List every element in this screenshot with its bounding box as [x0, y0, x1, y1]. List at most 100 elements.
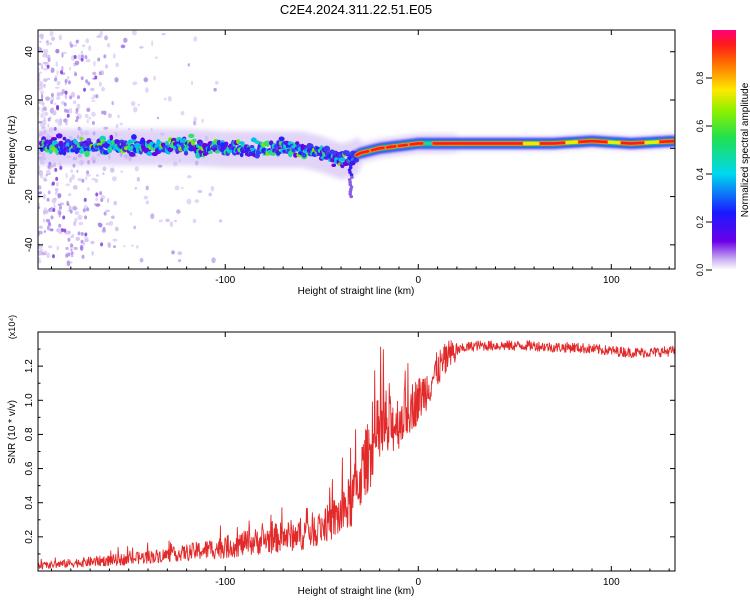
noise-speck: [100, 242, 104, 247]
noise-speck: [72, 205, 78, 211]
ridge-streak: [349, 194, 354, 199]
noise-speck: [69, 177, 72, 183]
noise-speck: [86, 174, 91, 177]
noise-speck: [57, 228, 62, 234]
spectrogram-xtick-label: 100: [603, 275, 620, 286]
noise-speck: [70, 261, 73, 264]
noise-speck: [84, 238, 89, 243]
noise-speck: [145, 87, 149, 93]
spectrogram-ridge: [38, 128, 675, 199]
noise-speck: [90, 240, 95, 245]
noise-speck: [113, 200, 117, 206]
noise-speck: [38, 250, 42, 256]
noise-speck: [100, 198, 104, 203]
noise-speck: [43, 67, 48, 71]
noise-speck: [51, 198, 57, 204]
noise-speck: [87, 187, 90, 191]
noise-speck: [82, 241, 86, 246]
noise-speck: [102, 226, 106, 231]
noise-speck: [38, 244, 42, 250]
noise-speck: [180, 111, 185, 116]
noise-speck: [132, 81, 138, 86]
noise-speck: [39, 191, 42, 195]
noise-speck: [186, 175, 192, 179]
ridge-streak: [348, 170, 352, 175]
ridge-streak: [348, 182, 353, 187]
noise-speck: [59, 165, 63, 170]
noise-speck: [56, 92, 61, 97]
noise-speck: [192, 218, 197, 224]
spectrogram-xlabel: Height of straight line (km): [298, 286, 415, 297]
snr-ytick-label: 0.2: [24, 529, 35, 543]
noise-speck: [123, 245, 126, 248]
noise-speck: [39, 40, 42, 43]
ridge-blob: [293, 152, 298, 158]
noise-speck: [65, 183, 71, 186]
noise-speck: [108, 221, 114, 226]
noise-speck: [151, 40, 154, 47]
noise-speck: [91, 177, 96, 181]
noise-speck: [164, 97, 167, 101]
ridge-blob: [345, 150, 350, 156]
noise-speck: [95, 94, 99, 99]
noise-speck: [101, 86, 106, 92]
noise-speck: [111, 176, 117, 182]
noise-speck: [43, 48, 49, 55]
snr-ytick-label: 0.8: [24, 427, 35, 441]
noise-speck: [91, 121, 95, 126]
ridge-hot-core: [571, 139, 609, 144]
noise-speck: [54, 102, 57, 106]
ridge-blob: [217, 140, 221, 145]
noise-speck: [85, 38, 90, 44]
noise-speck: [165, 218, 170, 223]
noise-speck: [174, 220, 178, 223]
noise-speck: [214, 80, 219, 85]
noise-speck: [79, 244, 84, 251]
noise-speck: [190, 80, 194, 86]
noise-speck: [45, 169, 51, 175]
noise-speck: [67, 75, 70, 80]
noise-speck: [115, 62, 119, 68]
ridge-blob: [164, 140, 169, 146]
noise-speck: [76, 169, 79, 173]
noise-speck: [56, 104, 60, 109]
noise-speck: [38, 169, 44, 176]
noise-speck: [54, 191, 59, 196]
ridge-blob: [79, 137, 84, 141]
noise-speck: [72, 44, 78, 47]
noise-speck: [193, 36, 198, 42]
noise-speck: [81, 254, 85, 259]
noise-speck: [115, 124, 119, 129]
noise-speck: [102, 172, 105, 176]
noise-speck: [84, 215, 88, 220]
spectrogram-ytick-label: 20: [24, 94, 35, 106]
spectrogram-frame: [37, 29, 676, 270]
noise-speck: [38, 230, 41, 237]
noise-speck: [42, 78, 48, 83]
noise-speck: [145, 200, 150, 205]
noise-speck: [70, 248, 73, 252]
noise-speck: [52, 208, 56, 213]
noise-speck: [134, 187, 138, 190]
noise-speck: [157, 116, 160, 120]
noise-speck: [106, 42, 111, 48]
noise-speck: [57, 121, 63, 127]
noise-speck: [42, 101, 45, 106]
noise-speck: [46, 77, 51, 80]
noise-speck: [38, 257, 41, 260]
ridge-blob: [50, 137, 58, 141]
noise-speck: [123, 37, 128, 43]
spectrogram-xtick-label: 0: [415, 275, 421, 286]
ridge-blob: [323, 145, 331, 152]
ridge-blob: [278, 136, 285, 142]
ridge-blob: [55, 133, 63, 139]
ridge-blob: [339, 157, 346, 162]
noise-speck: [51, 36, 56, 41]
noise-speck: [56, 245, 59, 251]
noise-speck: [171, 250, 175, 255]
noise-speck: [63, 102, 67, 107]
noise-speck: [139, 46, 144, 49]
noise-speck: [137, 103, 140, 107]
ridge-blob: [239, 152, 244, 158]
noise-speck: [47, 164, 51, 169]
